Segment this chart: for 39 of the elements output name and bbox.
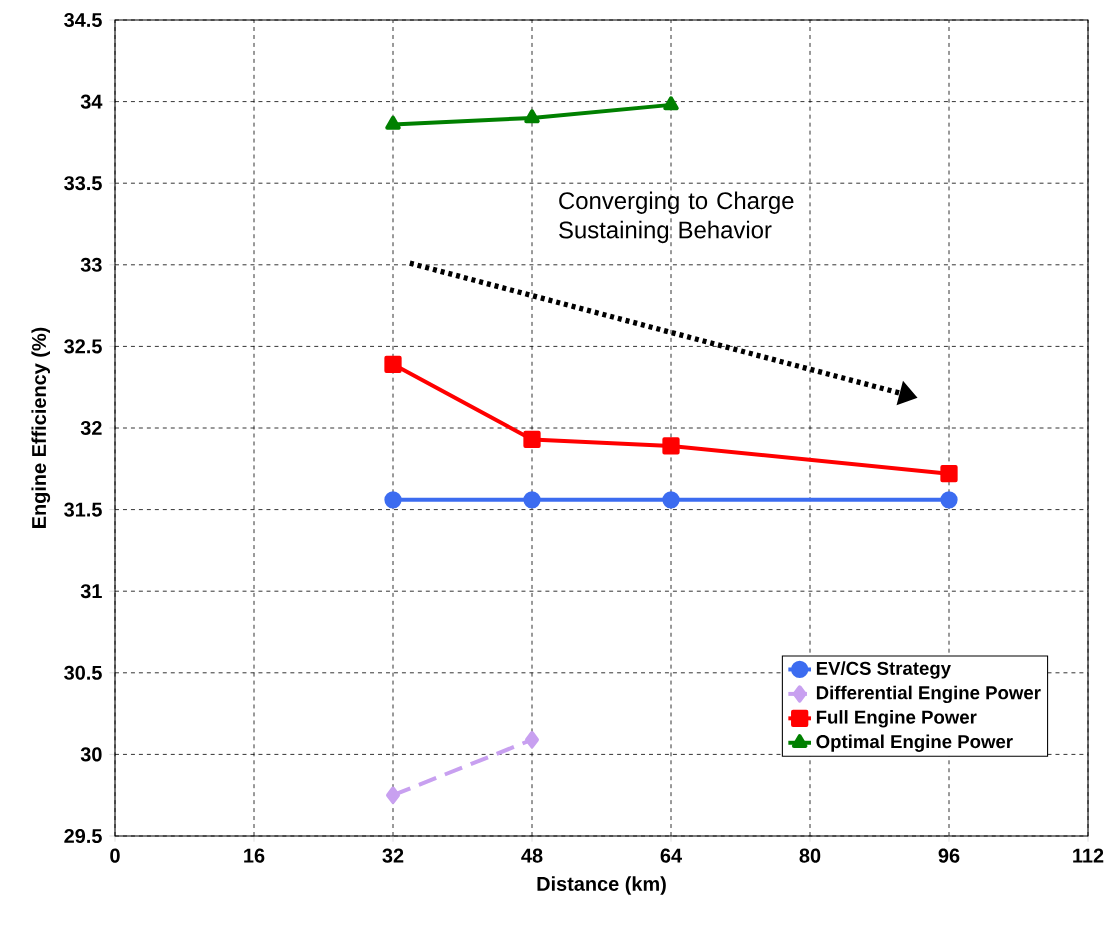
y-tick-label: 34.5 xyxy=(64,12,102,28)
legend-label: Full Engine Power xyxy=(816,710,977,728)
x-tick-label: 80 xyxy=(799,848,821,863)
point xyxy=(525,731,539,749)
y-tick-label: 30.5 xyxy=(64,665,102,680)
point xyxy=(386,786,400,804)
y-tick-label: 31.5 xyxy=(64,502,102,517)
legend-label: Differential Engine Power xyxy=(816,685,1041,704)
point xyxy=(385,115,401,130)
y-tick-label: 34 xyxy=(80,94,103,109)
point xyxy=(663,96,679,111)
point xyxy=(523,491,541,509)
y-tick-label: 32.5 xyxy=(64,339,102,354)
y-tick-label: 33.5 xyxy=(64,176,102,191)
point xyxy=(940,465,958,483)
y-tick-label: 29.5 xyxy=(64,828,102,844)
point xyxy=(384,355,402,373)
x-tick-label: 0 xyxy=(110,848,120,863)
x-tick-label: 48 xyxy=(521,848,543,863)
x-tick-label: 96 xyxy=(938,848,960,863)
y-tick-label: 31 xyxy=(80,584,102,599)
point xyxy=(384,491,402,509)
x-tick-label: 32 xyxy=(382,848,404,863)
legend-label: EV/CS Strategy xyxy=(816,661,951,679)
y-axis-title: Engine Efficiency (%) xyxy=(31,327,51,528)
y-tick-label: 30 xyxy=(80,747,102,762)
x-tick-label: 112 xyxy=(1073,848,1104,863)
x-axis-title: Distance (km) xyxy=(537,876,666,895)
y-tick-label: 33 xyxy=(80,257,102,272)
legend-label: Optimal Engine Power xyxy=(816,734,1013,752)
annotation: Converging to Charge Sustaining Behavior xyxy=(559,191,794,244)
point xyxy=(524,109,540,124)
point xyxy=(662,437,680,455)
x-tick-label: 64 xyxy=(660,848,682,863)
point xyxy=(662,491,680,509)
x-tick-label: 16 xyxy=(244,848,265,863)
point xyxy=(940,491,958,509)
y-tick-label: 32 xyxy=(80,420,102,436)
point xyxy=(523,430,541,449)
